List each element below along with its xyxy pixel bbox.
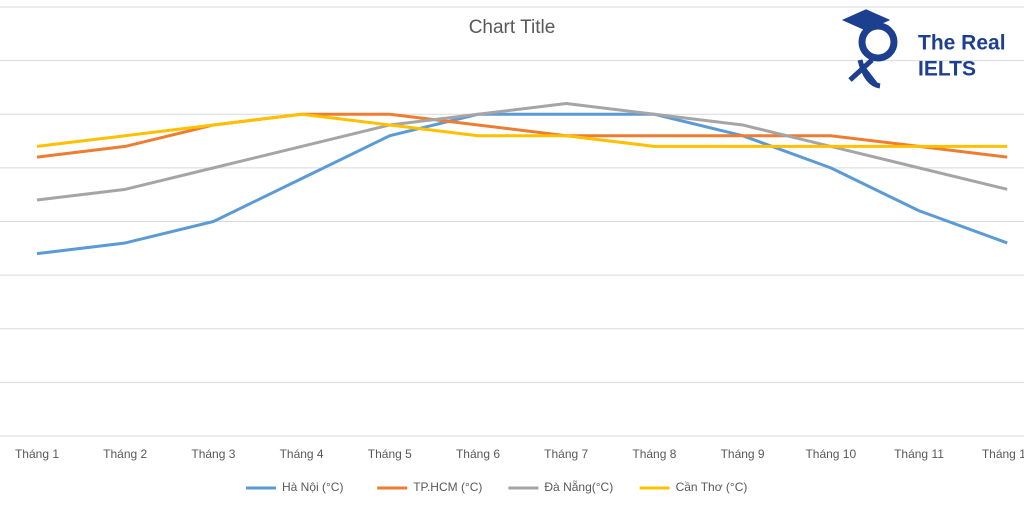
- x-tick-label: Tháng 9: [721, 447, 765, 461]
- x-tick-label: Tháng 3: [191, 447, 235, 461]
- x-tick-label: Tháng 4: [280, 447, 324, 461]
- legend-label: Hà Nội (°C): [282, 480, 343, 494]
- series-line: [36, 112, 1008, 256]
- logo: The Real IELTS: [841, 9, 1006, 89]
- series-line: [36, 112, 1008, 148]
- x-tick-label: Tháng 6: [456, 447, 500, 461]
- x-tick-label: Tháng 11: [894, 447, 944, 461]
- logo-text: The Real: [918, 32, 1006, 55]
- x-tick-label: Tháng 10: [805, 447, 856, 461]
- x-tick-label: Tháng 7: [544, 447, 588, 461]
- x-tick-label: Tháng 5: [368, 447, 412, 461]
- legend-label: TP.HCM (°C): [413, 480, 482, 494]
- logo-icon: [841, 9, 891, 89]
- series-line: [36, 102, 1008, 202]
- chart-title: Chart Title: [469, 17, 556, 38]
- series-line: [36, 112, 1008, 159]
- x-tick-label: Tháng 8: [632, 447, 676, 461]
- x-tick-label: Tháng 12: [982, 447, 1024, 461]
- logo-icon: [858, 22, 898, 62]
- legend-label: Đà Nẵng(°C): [544, 479, 613, 494]
- logo-text: IELTS: [918, 58, 976, 81]
- legend-label: Cần Thơ (°C): [676, 480, 748, 494]
- x-tick-label: Tháng 2: [103, 447, 147, 461]
- x-tick-label: Tháng 1: [15, 447, 59, 461]
